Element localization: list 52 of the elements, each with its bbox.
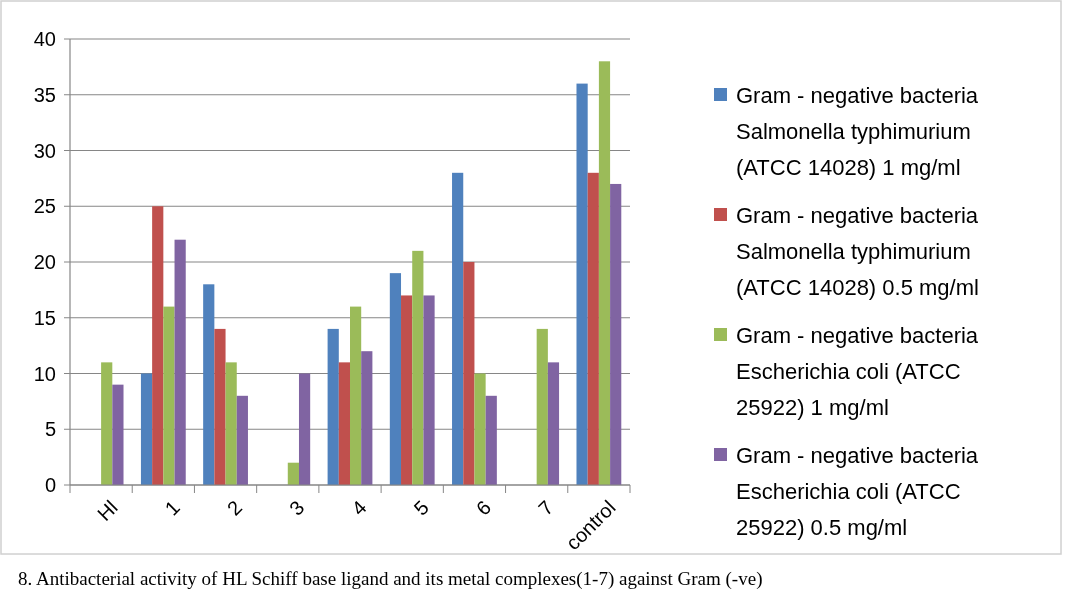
bar xyxy=(423,295,435,485)
y-tick-label: 30 xyxy=(33,139,56,162)
bar xyxy=(101,362,113,485)
legend-label: Gram - negative bacteria Salmonella typhimurium (ATCC 14028) 1 mg/ml xyxy=(736,82,979,180)
bar xyxy=(287,462,299,485)
bar xyxy=(536,328,548,485)
bar xyxy=(485,395,497,485)
x-tick-label: 5 xyxy=(409,496,433,520)
bar xyxy=(547,362,560,485)
bar xyxy=(474,373,486,485)
bar xyxy=(163,306,175,485)
legend-label: Gram - negative bacteria Salmonella typhimurium (ATCC 14028) 0.5 mg/ml xyxy=(736,202,979,300)
y-tick-label: 20 xyxy=(33,251,56,273)
bar xyxy=(598,61,611,485)
x-tick-label: 7 xyxy=(533,496,558,520)
legend-label: Gram - negative bacteria Escherichia coli (ATCC 25922) 0.5 mg/ml xyxy=(736,442,979,540)
x-tick-label: 4 xyxy=(347,496,371,520)
x-tick-label: 6 xyxy=(471,496,496,520)
bar xyxy=(112,384,124,485)
y-tick-label: 25 xyxy=(33,195,56,218)
bar xyxy=(327,328,339,485)
bar xyxy=(401,295,413,485)
bar xyxy=(174,239,186,485)
x-tick-label: 2 xyxy=(222,496,247,520)
bar xyxy=(236,395,248,485)
bar xyxy=(214,328,226,485)
x-tick-label: Hl xyxy=(92,496,122,526)
bar xyxy=(140,373,153,485)
bar xyxy=(610,183,622,485)
bar xyxy=(225,362,237,485)
text: 8. Antibacterial activity of HL Schiff base ligand and its metal complexes(1-7) against Gram (-ve) xyxy=(18,568,763,590)
bar xyxy=(389,273,402,485)
bar xyxy=(576,83,588,485)
bar xyxy=(350,306,362,485)
bar xyxy=(338,362,350,485)
bar xyxy=(452,172,464,485)
bar xyxy=(463,262,475,485)
legend-label: Gram - negative bacteria Escherichia coli (ATCC 25922) 1 mg/ml xyxy=(736,322,979,420)
bar xyxy=(587,172,599,485)
x-tick-label: 3 xyxy=(285,496,309,520)
y-tick-label: 35 xyxy=(33,83,56,106)
bar xyxy=(298,373,311,485)
x-tick-label: 1 xyxy=(160,496,185,520)
y-tick-label: 5 xyxy=(44,418,56,441)
bar xyxy=(203,284,215,485)
bar xyxy=(361,351,373,485)
bar xyxy=(152,206,164,485)
bar xyxy=(412,250,424,485)
y-tick-label: 15 xyxy=(33,306,56,329)
y-tick-label: 0 xyxy=(44,474,56,496)
y-tick-label: 10 xyxy=(33,362,56,385)
y-tick-label: 40 xyxy=(33,28,56,50)
